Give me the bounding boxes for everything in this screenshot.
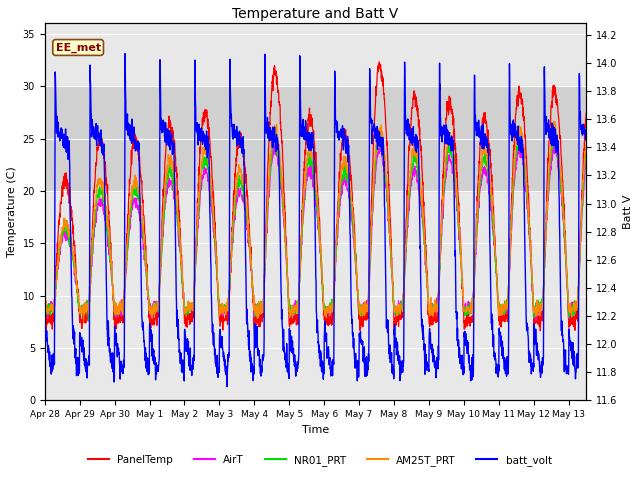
batt_volt — [564, 366, 572, 372]
PanelTemp — [319, 280, 326, 286]
AM25T_PRT — [80, 317, 88, 323]
PanelTemp — [380, 96, 388, 102]
Line: NR01_PRT: NR01_PRT — [45, 132, 586, 320]
AirT — [532, 317, 540, 323]
NR01_PRT — [271, 129, 279, 134]
Line: PanelTemp: PanelTemp — [45, 62, 586, 331]
AirT — [397, 309, 404, 314]
Title: Temperature and Batt V: Temperature and Batt V — [232, 7, 399, 21]
batt_volt — [397, 358, 404, 364]
batt_volt — [73, 372, 81, 378]
AirT — [41, 309, 49, 315]
batt_volt — [41, 334, 49, 340]
NR01_PRT — [500, 305, 508, 311]
batt_volt — [223, 384, 231, 390]
AM25T_PRT — [380, 153, 388, 159]
NR01_PRT — [73, 280, 81, 286]
AirT — [376, 139, 384, 145]
AM25T_PRT — [397, 301, 404, 307]
Y-axis label: Batt V: Batt V — [623, 195, 633, 229]
NR01_PRT — [319, 282, 326, 288]
NR01_PRT — [84, 317, 92, 323]
Legend: PanelTemp, AirT, NR01_PRT, AM25T_PRT, batt_volt: PanelTemp, AirT, NR01_PRT, AM25T_PRT, ba… — [84, 451, 556, 470]
Line: batt_volt: batt_volt — [45, 54, 586, 387]
PanelTemp — [375, 59, 383, 65]
AM25T_PRT — [550, 118, 557, 124]
X-axis label: Time: Time — [302, 425, 329, 435]
AirT — [582, 151, 590, 157]
AirT — [73, 283, 81, 288]
AM25T_PRT — [73, 278, 81, 284]
AM25T_PRT — [564, 288, 572, 294]
PanelTemp — [42, 328, 50, 334]
AM25T_PRT — [41, 310, 49, 315]
AirT — [564, 287, 572, 292]
AM25T_PRT — [499, 308, 507, 313]
AM25T_PRT — [319, 282, 326, 288]
PanelTemp — [564, 298, 572, 303]
AirT — [499, 307, 507, 312]
Y-axis label: Temperature (C): Temperature (C) — [7, 167, 17, 257]
Bar — [45, 86, 586, 191]
NR01_PRT — [41, 306, 49, 312]
Line: AM25T_PRT: AM25T_PRT — [45, 121, 586, 320]
PanelTemp — [397, 312, 404, 318]
NR01_PRT — [380, 162, 388, 168]
batt_volt — [121, 51, 129, 57]
batt_volt — [582, 138, 590, 144]
PanelTemp — [500, 312, 508, 318]
PanelTemp — [41, 324, 49, 329]
batt_volt — [380, 179, 388, 184]
NR01_PRT — [564, 294, 572, 300]
PanelTemp — [582, 110, 590, 116]
PanelTemp — [73, 279, 81, 285]
batt_volt — [500, 353, 508, 359]
AirT — [319, 282, 326, 288]
Text: EE_met: EE_met — [56, 42, 100, 53]
AM25T_PRT — [582, 142, 590, 147]
batt_volt — [319, 364, 326, 370]
NR01_PRT — [582, 145, 590, 151]
Line: AirT: AirT — [45, 142, 586, 320]
AirT — [380, 168, 388, 173]
NR01_PRT — [397, 302, 404, 308]
